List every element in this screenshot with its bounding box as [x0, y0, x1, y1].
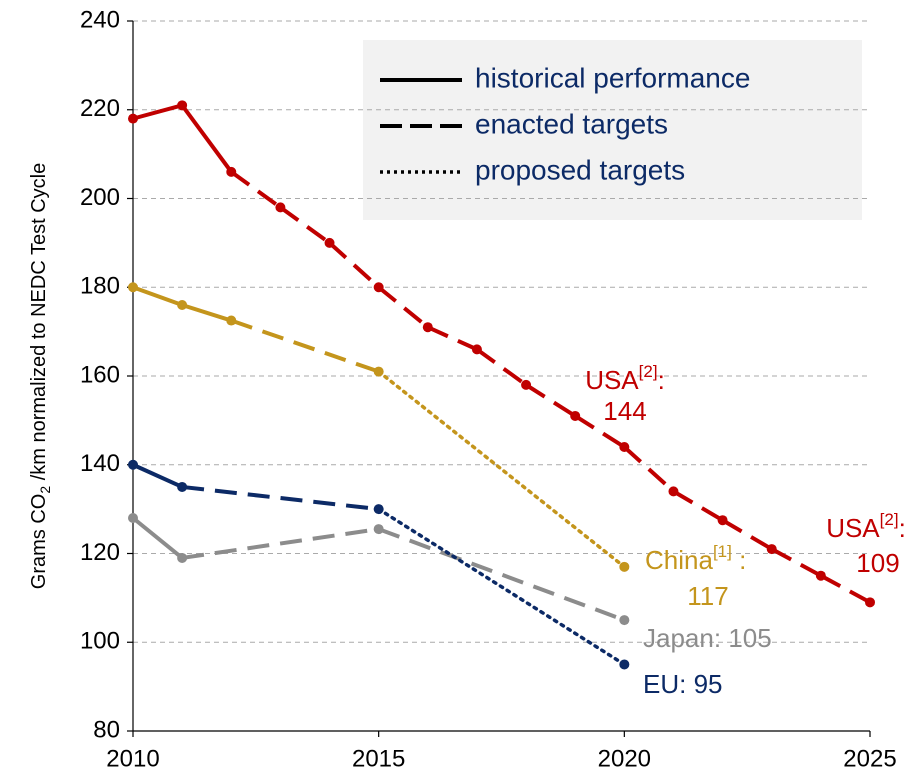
- line-segment: [131, 516, 184, 560]
- y-label-subscript: 2: [37, 486, 53, 494]
- data-point: [619, 561, 630, 572]
- y-tick-label: 200: [80, 184, 120, 211]
- line-segment: [181, 484, 379, 512]
- y-tick-label: 140: [80, 450, 120, 477]
- line-segment: [574, 414, 626, 449]
- data-point: [177, 100, 188, 111]
- y-tick-label: 240: [80, 6, 120, 33]
- y-tick-label: 220: [80, 95, 120, 122]
- line-segment: [622, 445, 675, 493]
- data-point: [128, 113, 138, 124]
- line-segment: [180, 104, 233, 174]
- line-segment: [524, 383, 577, 418]
- data-label: 109: [856, 548, 899, 578]
- line-segment: [181, 527, 379, 560]
- data-label: 95: [694, 669, 723, 699]
- annotation-sep: :: [714, 623, 721, 653]
- data-point: [177, 300, 188, 310]
- legend-label: historical performance: [475, 62, 750, 93]
- legend-label: enacted targets: [475, 108, 668, 139]
- data-point: [275, 202, 286, 213]
- data-point: [373, 282, 384, 293]
- data-point: [373, 504, 384, 515]
- data-label: 105: [728, 623, 771, 653]
- data-point: [619, 442, 630, 452]
- line-segment: [721, 518, 773, 551]
- line-segment: [132, 285, 183, 307]
- annotation: China[1] :: [645, 542, 746, 574]
- data-point: [471, 344, 482, 355]
- data-point: [619, 659, 630, 670]
- x-tick-label: 2010: [106, 745, 159, 772]
- annotation: EU: 95: [643, 669, 723, 699]
- data-point: [177, 481, 188, 492]
- legend-label: proposed targets: [475, 154, 685, 185]
- annotation-name: Japan: [643, 623, 714, 653]
- y-axis-label: Grams CO2 /km normalized to NEDC Test Cy…: [28, 163, 52, 589]
- line-segment: [672, 489, 724, 522]
- data-point: [373, 366, 384, 377]
- annotation: USA[2]:: [826, 510, 906, 542]
- line-segment: [377, 527, 626, 622]
- data-point: [226, 166, 237, 177]
- data-label: 117: [687, 581, 728, 611]
- line-segment: [328, 241, 381, 289]
- data-point: [177, 552, 188, 563]
- data-point: [128, 282, 138, 293]
- annotation-sep: :: [732, 545, 746, 575]
- y-tick-label: 180: [80, 273, 120, 300]
- line-segment: [475, 347, 528, 387]
- y-tick-label: 160: [80, 361, 120, 388]
- annotation-name: USA: [585, 365, 639, 395]
- annotation-ref: [2]: [639, 362, 658, 381]
- annotation-ref: [2]: [880, 510, 899, 529]
- data-point: [226, 315, 237, 326]
- line-segment: [132, 462, 183, 489]
- data-point: [128, 459, 138, 470]
- data-point: [128, 513, 138, 523]
- x-tick-label: 2025: [843, 745, 896, 772]
- data-point: [865, 597, 875, 608]
- line-segment: [230, 170, 282, 209]
- line-segment: [770, 547, 822, 578]
- line-segment: [181, 303, 232, 323]
- y-label-text: Grams CO: [28, 494, 50, 590]
- annotation-ref: [1]: [713, 542, 732, 561]
- legend-box: [363, 40, 862, 220]
- annotation-sep: :: [679, 669, 686, 699]
- data-point: [422, 322, 433, 333]
- data-point: [521, 379, 532, 390]
- y-tick-label: 80: [93, 716, 120, 743]
- data-point: [619, 615, 630, 626]
- x-tick-label: 2020: [598, 745, 651, 772]
- annotation-name: EU: [643, 669, 679, 699]
- annotation-sep: :: [658, 365, 665, 395]
- line-segment: [377, 285, 430, 329]
- data-point: [717, 515, 728, 526]
- data-point: [668, 486, 679, 497]
- data-point: [373, 524, 384, 535]
- line-segment: [376, 507, 627, 667]
- data-point: [324, 237, 335, 248]
- annotation-name: China: [645, 545, 713, 575]
- line-segment: [230, 318, 380, 374]
- annotation: Japan: 105: [643, 623, 772, 653]
- y-tick-label: 120: [80, 539, 120, 566]
- data-point: [815, 570, 826, 581]
- line-segment: [426, 325, 478, 352]
- line-segment: [132, 103, 183, 121]
- annotation-name: USA: [826, 513, 880, 543]
- line-segment: [819, 573, 871, 605]
- y-label-text: /km normalized to NEDC Test Cycle: [28, 163, 50, 486]
- annotation-sep: :: [899, 513, 906, 543]
- line-segment: [279, 205, 331, 245]
- data-point: [766, 544, 777, 555]
- annotation: USA[2]:: [585, 362, 665, 394]
- line-segment: [376, 369, 627, 569]
- x-tick-label: 2015: [352, 745, 405, 772]
- y-tick-label: 100: [80, 628, 120, 655]
- data-point: [570, 410, 581, 421]
- data-label: 144: [603, 396, 646, 426]
